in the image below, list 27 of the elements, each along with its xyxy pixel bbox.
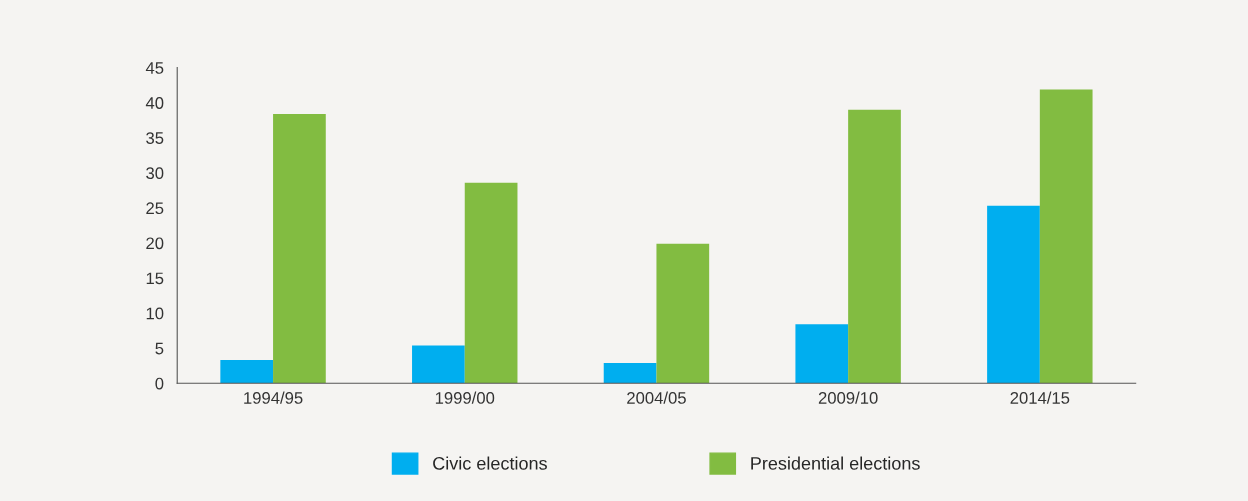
x-tick-label: 2004/05 (627, 391, 686, 404)
bar (273, 113, 326, 384)
y-tick-label: 25 (146, 202, 164, 215)
bar (848, 109, 901, 384)
bar (1039, 89, 1093, 384)
bar (656, 243, 710, 384)
y-tick-label: 20 (146, 237, 164, 250)
legend-label: Presidential elections (751, 456, 920, 470)
bar (987, 205, 1040, 384)
x-tick-label: 2009/10 (818, 391, 878, 404)
y-tick-label: 10 (146, 307, 164, 320)
y-tick-label: 30 (146, 167, 164, 180)
x-tick-label: 1994/95 (244, 391, 303, 404)
x-tick-label: 2014/15 (1010, 391, 1070, 404)
bar (795, 324, 849, 384)
y-tick-label: 15 (146, 272, 164, 285)
bar (412, 345, 465, 384)
x-tick-label: 1999/00 (435, 391, 495, 404)
y-tick-label: 35 (146, 132, 164, 144)
bar (220, 360, 274, 384)
y-tick-label: 40 (145, 97, 164, 109)
y-tick-label: 45 (145, 62, 164, 74)
legend-label: Civic elections (433, 456, 547, 470)
bar (464, 182, 518, 384)
bar (603, 362, 657, 384)
y-tick-label: 0 (155, 377, 164, 390)
y-tick-label: 5 (155, 342, 164, 355)
